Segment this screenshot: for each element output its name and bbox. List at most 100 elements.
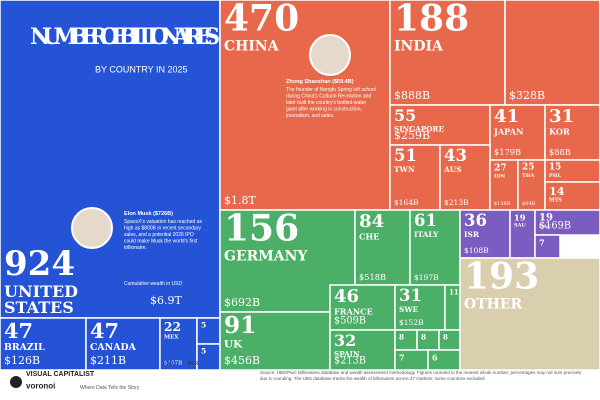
cell-label: CHE — [359, 232, 379, 242]
cell-wealth: $156B — [494, 201, 511, 207]
footer-logo: voronoi — [26, 382, 55, 391]
treemap-cell — [459, 257, 600, 371]
cell-value: 91 — [224, 312, 256, 339]
treemap-cell — [85, 317, 161, 371]
cell-value: 156 — [224, 207, 299, 249]
cell-value: 8 — [443, 333, 448, 342]
cell-wealth: $213B — [334, 356, 366, 367]
cell-label: INDIA — [394, 39, 444, 55]
cell-wealth: $692B — [224, 296, 260, 309]
cell-label: THA — [522, 173, 534, 179]
annotation-line: could make Musk the world's first — [124, 239, 198, 245]
cell-value: 22 — [164, 320, 181, 334]
annotation: SpaceX's valuation has reached as high as… — [124, 219, 202, 251]
cell-value: 7 — [399, 352, 405, 362]
annotation-line: sales, and a potential 2026 IPO — [124, 232, 194, 238]
cell-value: 8 — [421, 333, 426, 342]
cell-wealth: $213B — [444, 198, 469, 207]
treemap-cell — [219, 0, 391, 211]
annotation-line: later built the country's bottled-water — [286, 100, 366, 106]
cell-value: 31 — [399, 286, 422, 305]
cell-label-line: UNITED — [4, 282, 78, 301]
cell-label: OTHER — [464, 297, 523, 313]
cell-label: GERMANY — [224, 249, 308, 265]
cell-label: PHL — [549, 173, 561, 179]
cell-value: 47 — [4, 318, 33, 343]
footer-icon — [10, 376, 22, 388]
footer-brand: VISUAL CAPITALIST — [26, 371, 95, 378]
cell-label: CHINA — [224, 39, 280, 55]
cell-value: 84 — [359, 211, 384, 232]
cell-value: 5 — [201, 347, 206, 356]
cell-wealth: $456B — [224, 354, 260, 367]
cell-value: 19 — [539, 212, 553, 223]
cell-wealth: $1.8T — [224, 194, 256, 207]
cell-label: MYS — [549, 197, 562, 203]
cell-value: 924 — [4, 244, 75, 284]
cell-value: 15 — [549, 163, 561, 173]
annotation: Cumulative wealth in USD — [124, 281, 182, 287]
cell-value: 31 — [549, 106, 574, 127]
cell-label: UK — [224, 338, 243, 350]
treemap-cell — [389, 104, 491, 146]
cell-wealth: $167B — [164, 361, 182, 367]
treemap-cell — [0, 0, 221, 319]
cell-label: JAPAN — [493, 127, 524, 137]
annotation-line: Source: UBS/PwC Billionaires database an… — [260, 370, 582, 375]
cell-wealth: $94B — [522, 201, 536, 207]
cell-wealth: $169B — [539, 221, 571, 232]
annotation-line: high as $800B in recent secondary — [124, 226, 201, 232]
cell-value: 14 — [549, 184, 565, 198]
treemap-cell — [534, 209, 600, 236]
cell-wealth: $152B — [399, 318, 424, 327]
treemap-cell — [329, 284, 396, 331]
cell-wealth: $328B — [509, 89, 545, 102]
annotation: The founder of Nongfu Spring left school… — [285, 87, 376, 119]
annotation: COL — [165, 361, 176, 367]
annotation-line: during China's Cultural Revolution and — [286, 94, 371, 100]
cell-value: 5 — [201, 321, 206, 330]
cell-value: 51 — [394, 146, 417, 165]
treemap-cell — [544, 104, 600, 161]
cell-wealth: $211B — [90, 354, 126, 367]
cell-value: 6 — [432, 352, 438, 362]
chart-title: NUMBER OF BILLIONAIRES — [30, 24, 220, 50]
cell-label: SPAIN — [334, 350, 360, 359]
cell-value: 46 — [334, 286, 359, 307]
cell-wealth: $509B — [334, 316, 366, 327]
annotation-line: The founder of Nongfu Spring left school — [286, 87, 376, 93]
annotation-line: due to rounding. The UBS database tracks… — [260, 376, 486, 381]
cell-label: UAE — [539, 224, 551, 230]
treemap-cell — [354, 209, 411, 286]
cell-value: 36 — [464, 211, 487, 230]
cell-value: 55 — [394, 106, 416, 125]
cell-label: ISR — [464, 230, 480, 239]
annotation-line: giant after working in construction, — [286, 107, 362, 113]
cell-label: SINGAPORE — [394, 125, 444, 134]
cell-label: FRANCE — [334, 306, 373, 316]
portrait — [309, 34, 351, 76]
footer-tagline: Where Data Tells the Story — [80, 385, 140, 391]
annotation-line: Zhong Shanshan ($69.4B) — [286, 79, 354, 85]
cell-wealth: $259B — [394, 129, 430, 142]
treemap-cell — [439, 144, 491, 211]
cell-value: 25 — [522, 163, 534, 173]
treemap-cell — [544, 181, 600, 211]
treemap-cell — [394, 284, 446, 331]
cell-label: TWN — [394, 165, 415, 174]
treemap-cell — [509, 209, 536, 259]
treemap-cell — [489, 104, 546, 161]
annotation: PER — [188, 361, 199, 367]
annotation-line: journalism, and sales. — [285, 113, 334, 119]
cell-value: 19 — [514, 212, 526, 222]
cell-value: 193 — [464, 255, 539, 297]
annotation-line: Cumulative wealth in USD — [124, 281, 182, 287]
cell-wealth: $197B — [414, 273, 439, 282]
portrait — [71, 207, 113, 249]
cell-value: 188 — [394, 0, 469, 39]
cell-label: KOR — [549, 127, 570, 137]
annotation-line: Elon Musk ($726B) — [124, 211, 173, 217]
cell-label: ITALY — [414, 230, 439, 239]
treemap-cell — [329, 329, 396, 371]
cell-value: 41 — [494, 106, 519, 127]
